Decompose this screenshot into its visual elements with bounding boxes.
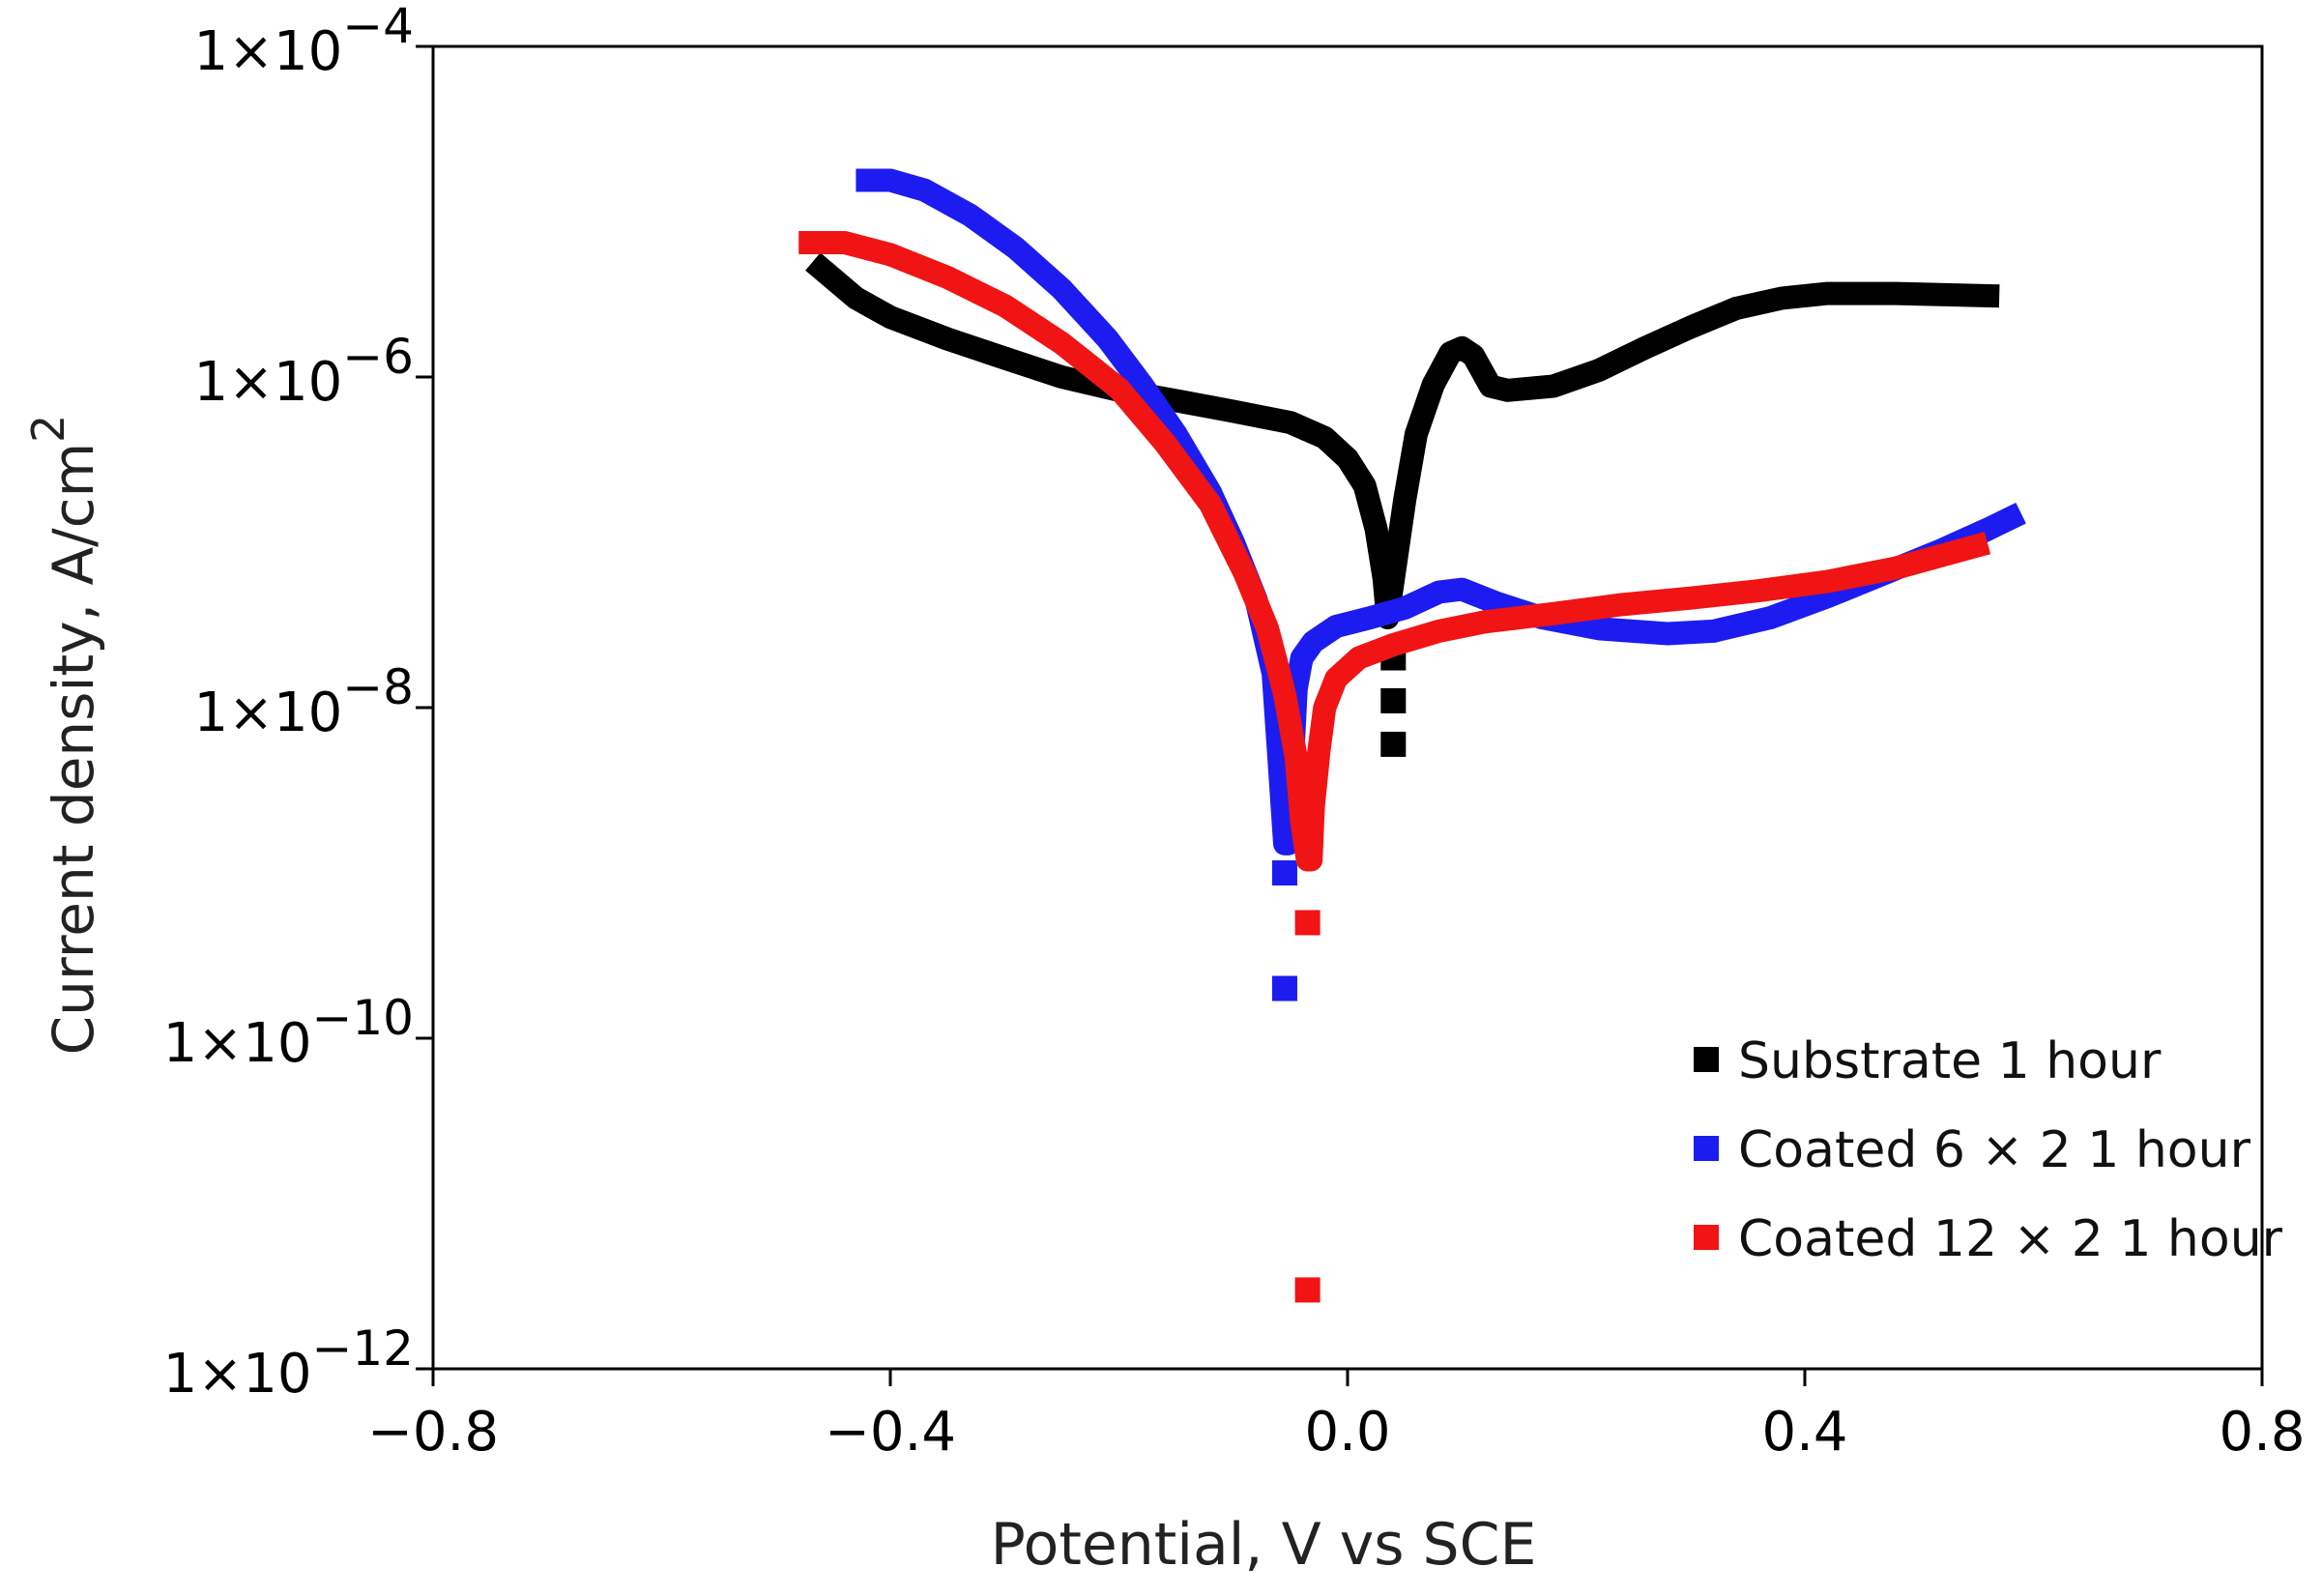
- series-point: [1294, 910, 1321, 936]
- x-tick-label: 0.4: [1761, 1401, 1847, 1464]
- x-axis-ticks: −0.8 −0.4 0.0 0.4 0.8: [367, 1369, 2306, 1464]
- series-2: [798, 231, 1991, 1303]
- legend-label: Coated 12 × 2 1 hour: [1738, 1210, 2283, 1268]
- y-tick-mantissa: 1×10: [193, 351, 342, 414]
- series-point: [1271, 860, 1297, 885]
- series-layer: [798, 168, 2026, 1303]
- y-tick-exponent: −6: [342, 329, 414, 385]
- x-tick-label: 0.0: [1304, 1401, 1390, 1464]
- series-line: [805, 252, 2000, 629]
- y-axis-ticks: 1×10−41×10−61×10−81×10−101×10−12: [163, 0, 433, 1406]
- y-tick-mantissa: 1×10: [163, 1343, 312, 1406]
- y-tick-exponent: −8: [342, 659, 414, 715]
- x-tick-label: 0.8: [2219, 1401, 2305, 1464]
- x-tick-label: −0.4: [825, 1401, 956, 1464]
- series-point: [1380, 731, 1407, 757]
- series-point: [1294, 1277, 1321, 1303]
- y-tick-label: 1×10−4: [193, 0, 414, 83]
- y-tick-exponent: −10: [311, 990, 414, 1046]
- y-tick-label: 1×10−6: [193, 329, 414, 414]
- y-tick-mantissa: 1×10: [193, 20, 342, 83]
- legend-swatch: [1694, 1047, 1719, 1072]
- y-tick-label: 1×10−8: [193, 659, 414, 744]
- series-1: [856, 168, 2026, 1001]
- y-axis-label-superscript: 2: [22, 415, 74, 443]
- legend-swatch: [1694, 1225, 1719, 1250]
- y-tick-label: 1×10−12: [163, 1320, 414, 1406]
- legend: Substrate 1 hour Coated 6 × 2 1 hour Coate…: [1694, 1032, 2283, 1268]
- series-0: [805, 252, 2000, 757]
- y-tick-mantissa: 1×10: [193, 682, 342, 744]
- y-tick-exponent: −12: [311, 1320, 414, 1377]
- series-point: [1271, 975, 1297, 1001]
- series-point: [1380, 687, 1407, 713]
- legend-label: Substrate 1 hour: [1738, 1032, 2162, 1090]
- y-tick-mantissa: 1×10: [163, 1012, 312, 1075]
- y-tick-exponent: −4: [342, 0, 414, 54]
- y-axis-label: Current density, A/cm2: [22, 415, 106, 1056]
- series-line: [856, 168, 2026, 856]
- series-line: [798, 231, 1991, 872]
- legend-swatch: [1694, 1136, 1719, 1161]
- y-axis-label-text: Current density, A/cm: [41, 443, 106, 1055]
- x-axis-label: Potential, V vs SCE: [991, 1511, 1537, 1579]
- y-tick-label: 1×10−10: [163, 990, 414, 1075]
- x-tick-label: −0.8: [367, 1401, 499, 1464]
- legend-label: Coated 6 × 2 1 hour: [1738, 1121, 2251, 1179]
